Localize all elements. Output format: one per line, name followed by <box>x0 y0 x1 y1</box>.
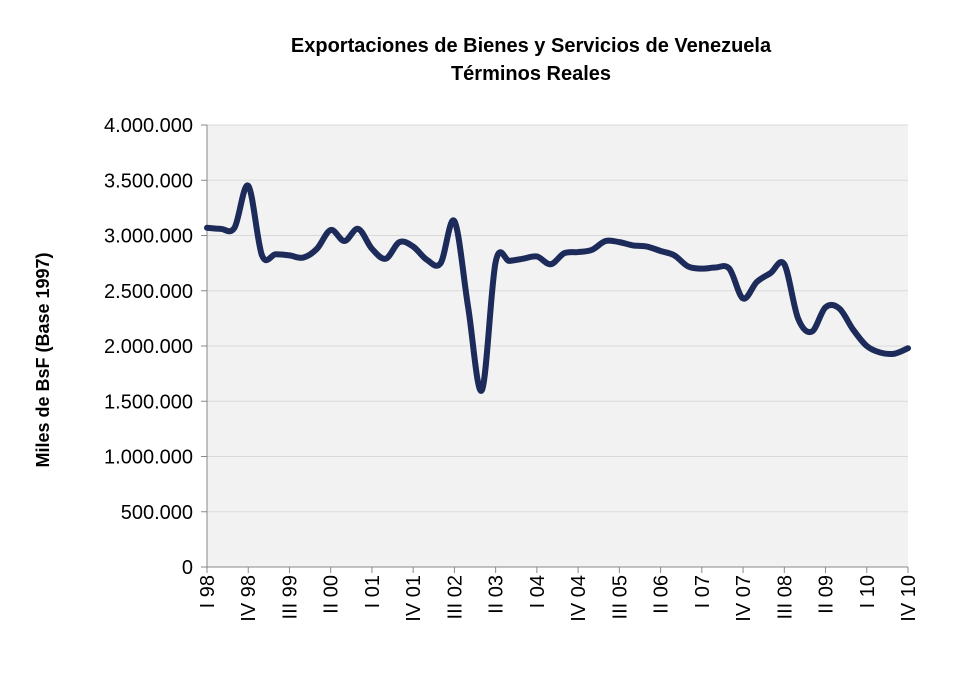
x-tick-label: IV 01 <box>403 575 425 622</box>
y-tick-label: 1.000.000 <box>104 447 193 469</box>
x-tick-label: I 10 <box>857 575 879 608</box>
y-tick-label: 4.000.000 <box>104 115 193 137</box>
x-tick-label: III 08 <box>774 575 796 619</box>
x-tick-label: II 09 <box>816 575 838 614</box>
y-tick-label: 2.500.000 <box>104 281 193 303</box>
y-tick-label: 1.500.000 <box>104 391 193 413</box>
x-tick-label: II 00 <box>321 575 343 614</box>
x-tick-label: II 03 <box>486 575 508 614</box>
x-tick-label: I 01 <box>362 575 384 608</box>
chart-title: Exportaciones de Bienes y Servicios de V… <box>291 35 772 57</box>
x-tick-label: III 02 <box>444 575 466 619</box>
x-tick-label: IV 98 <box>238 575 260 622</box>
y-tick-label: 0 <box>182 557 193 579</box>
x-tick-label: I 98 <box>197 575 219 608</box>
x-tick-label: II 06 <box>651 575 673 614</box>
x-tick-label: I 07 <box>692 575 714 608</box>
x-tick-label: IV 07 <box>733 575 755 622</box>
data-line <box>204 182 911 394</box>
x-tick-label: IV 10 <box>898 575 920 622</box>
x-tick-label: III 99 <box>279 575 301 619</box>
x-tick-label: III 05 <box>609 575 631 619</box>
x-tick-label: I 04 <box>527 575 549 608</box>
y-axis-label: Miles de BsF (Base 1997) <box>33 252 53 467</box>
chart-subtitle: Términos Reales <box>451 63 611 85</box>
y-tick-label: 500.000 <box>121 502 193 524</box>
x-tick-label: IV 04 <box>568 575 590 622</box>
y-tick-label: 3.500.000 <box>104 170 193 192</box>
y-tick-label: 2.000.000 <box>104 336 193 358</box>
y-tick-label: 3.000.000 <box>104 226 193 248</box>
